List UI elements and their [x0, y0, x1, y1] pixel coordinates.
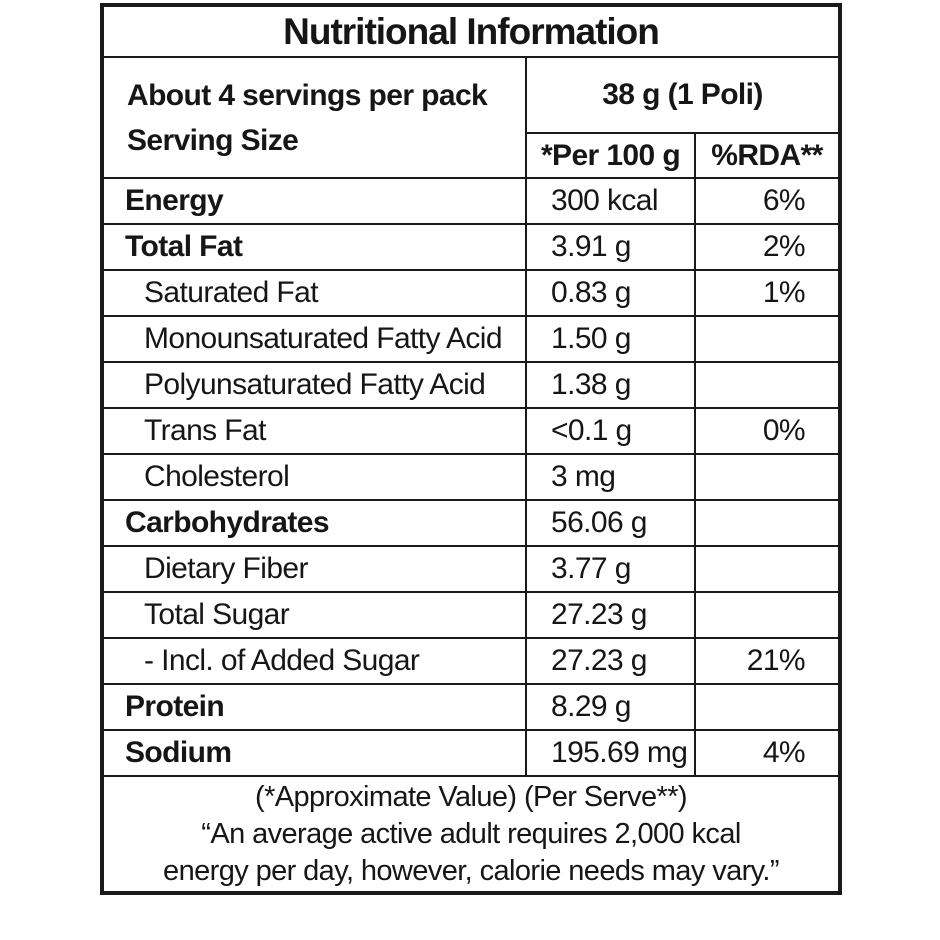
table-head-section: Nutritional Information About 4 servings… [100, 4, 842, 179]
nutrient-label: Total Sugar [101, 591, 527, 639]
nutrient-rda-value [693, 499, 842, 547]
nutrient-per-100g-value: 3 mg [525, 453, 696, 501]
table-footer-section: (*Approximate Value) (Per Serve**) “An a… [100, 775, 842, 894]
nutrient-row: Total Sugar 27.23 g [101, 591, 842, 639]
nutrient-per-100g-value: 3.77 g [525, 545, 696, 593]
nutrition-table: Nutritional Information About 4 servings… [100, 3, 843, 895]
nutrient-label: Trans Fat [101, 407, 527, 455]
nutrient-row: Trans Fat <0.1 g 0% [101, 407, 842, 455]
nutrient-label: Sodium [101, 729, 527, 777]
serving-size-value: 38 g (1 Poli) [524, 56, 842, 134]
nutrient-rda-value: 4% [693, 729, 842, 777]
nutrient-per-100g-value: 27.23 g [525, 591, 696, 639]
nutrient-rda-value [693, 315, 842, 363]
nutrient-row: Protein 8.29 g [101, 683, 842, 731]
nutrient-per-100g-value: <0.1 g [525, 407, 696, 455]
serving-info-cell: About 4 servings per pack Serving Size [101, 56, 527, 179]
nutrient-label: Protein [101, 683, 527, 731]
nutrient-label: Energy [101, 177, 527, 225]
nutrient-per-100g-value: 1.50 g [525, 315, 696, 363]
col-header-per-100g: *Per 100 g [525, 132, 696, 179]
nutrient-row: Carbohydrates 56.06 g [101, 499, 842, 547]
nutrient-row: Polyunsaturated Fatty Acid 1.38 g [101, 361, 842, 409]
nutrient-row: Energy 300 kcal 6% [101, 177, 842, 225]
table-title: Nutritional Information [100, 4, 842, 58]
nutrient-rda-value [693, 545, 842, 593]
title-row: Nutritional Information [100, 4, 842, 58]
nutrient-rda-value [693, 591, 842, 639]
header-row-2: *Per 100 g %RDA** [102, 132, 842, 179]
nutrient-row: Cholesterol 3 mg [101, 453, 842, 501]
nutrient-per-100g-value: 3.91 g [525, 223, 696, 271]
nutrient-rda-value: 2% [693, 223, 842, 271]
footnote-calorie-line1: “An average active adult requires 2,000 … [201, 817, 741, 850]
footnotes-cell: (*Approximate Value) (Per Serve**) “An a… [100, 775, 842, 894]
col-header-rda: %RDA** [693, 132, 842, 179]
nutrient-label: - Incl. of Added Sugar [101, 637, 527, 685]
nutrient-rows-section: Energy 300 kcal 6% Total Fat 3.91 g 2% Saturat… [101, 177, 842, 777]
nutrient-label: Polyunsaturated Fatty Acid [101, 361, 527, 409]
nutrient-row: Sodium 195.69 mg 4% [101, 729, 842, 777]
nutrient-label: Total Fat [101, 223, 527, 271]
nutrient-rda-value: 1% [693, 269, 842, 317]
footnote-calorie-line2: energy per day, however, calorie needs m… [163, 854, 780, 887]
servings-per-pack-text: About 4 servings per pack [127, 78, 488, 112]
serving-size-label: Serving Size [127, 123, 299, 157]
nutrient-row: Total Fat 3.91 g 2% [101, 223, 842, 271]
nutrient-label: Dietary Fiber [101, 545, 527, 593]
nutrient-row: - Incl. of Added Sugar 27.23 g 21% [101, 637, 842, 685]
nutrient-per-100g-value: 0.83 g [525, 269, 696, 317]
nutrient-per-100g-value: 27.23 g [525, 637, 696, 685]
nutrient-row: Monounsaturated Fatty Acid 1.50 g [101, 315, 842, 363]
nutrient-per-100g-value: 300 kcal [525, 177, 696, 225]
nutrient-label: Monounsaturated Fatty Acid [101, 315, 527, 363]
nutrient-row: Saturated Fat 0.83 g 1% [101, 269, 842, 317]
nutrient-label: Saturated Fat [101, 269, 527, 317]
nutrient-row: Dietary Fiber 3.77 g [101, 545, 842, 593]
nutrient-rda-value [693, 683, 842, 731]
nutrient-label: Cholesterol [101, 453, 527, 501]
nutrient-label: Carbohydrates [101, 499, 527, 547]
nutrient-rda-value: 6% [693, 177, 842, 225]
nutrient-per-100g-value: 8.29 g [525, 683, 696, 731]
footer-row: (*Approximate Value) (Per Serve**) “An a… [100, 775, 842, 894]
nutrient-rda-value [693, 361, 842, 409]
nutrient-rda-value: 21% [693, 637, 842, 685]
footnote-approximate-value: (*Approximate Value) (Per Serve**) [255, 780, 688, 813]
nutrient-rda-value: 0% [693, 407, 842, 455]
nutrient-per-100g-value: 1.38 g [525, 361, 696, 409]
nutrient-per-100g-value: 195.69 mg [525, 729, 696, 777]
nutrient-per-100g-value: 56.06 g [525, 499, 696, 547]
header-row-1: About 4 servings per pack Serving Size 3… [101, 56, 842, 179]
nutrient-rda-value [693, 453, 842, 501]
